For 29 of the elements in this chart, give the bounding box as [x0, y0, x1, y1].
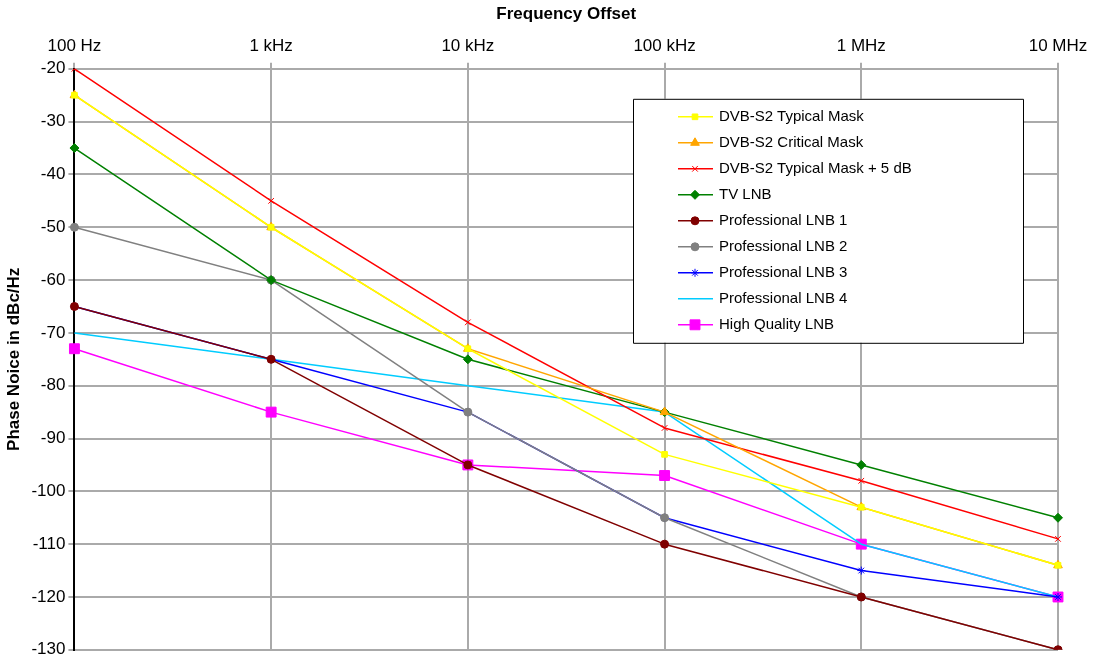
legend-label: DVB-S2 Critical Mask [719, 132, 864, 150]
x-tick-label: 10 kHz [441, 36, 495, 56]
y-tick-label: -80 [40, 375, 66, 395]
y-tick-label: -100 [31, 481, 66, 501]
x-tick-label: 1 MHz [836, 36, 886, 56]
y-tick-label: -90 [40, 428, 66, 448]
x-tick-label: 100 kHz [633, 36, 696, 56]
y-tick-label: -30 [40, 111, 66, 131]
x-axis-title: Frequency Offset [496, 3, 637, 23]
y-tick-label: -120 [31, 586, 66, 606]
legend-label: High Quality LNB [719, 314, 835, 332]
y-tick-label: -70 [40, 322, 66, 342]
x-tick-label: 10 MHz [1028, 36, 1088, 56]
y-tick-label: -50 [40, 216, 66, 236]
y-tick-label: -40 [40, 164, 66, 184]
y-axis-title: Phase Noice in dBc/Hz [3, 267, 23, 451]
legend-label: DVB-S2 Typical Mask + 5 dB [719, 158, 912, 176]
y-tick-label: -130 [31, 639, 66, 659]
legend-label: TV LNB [719, 184, 772, 202]
legend-label: Professional LNB 4 [719, 288, 848, 306]
y-tick-label: -110 [32, 533, 66, 553]
x-tick-label: 1 kHz [249, 36, 293, 56]
legend-label: DVB-S2 Typical Mask [719, 106, 865, 124]
legend-label: Professional LNB 1 [719, 210, 848, 228]
y-tick-label: -20 [40, 58, 66, 78]
y-tick-label: -60 [40, 269, 66, 289]
legend-label: Professional LNB 3 [719, 262, 848, 280]
legend-label: Professional LNB 2 [719, 236, 848, 254]
x-tick-label: 100 Hz [47, 36, 102, 56]
